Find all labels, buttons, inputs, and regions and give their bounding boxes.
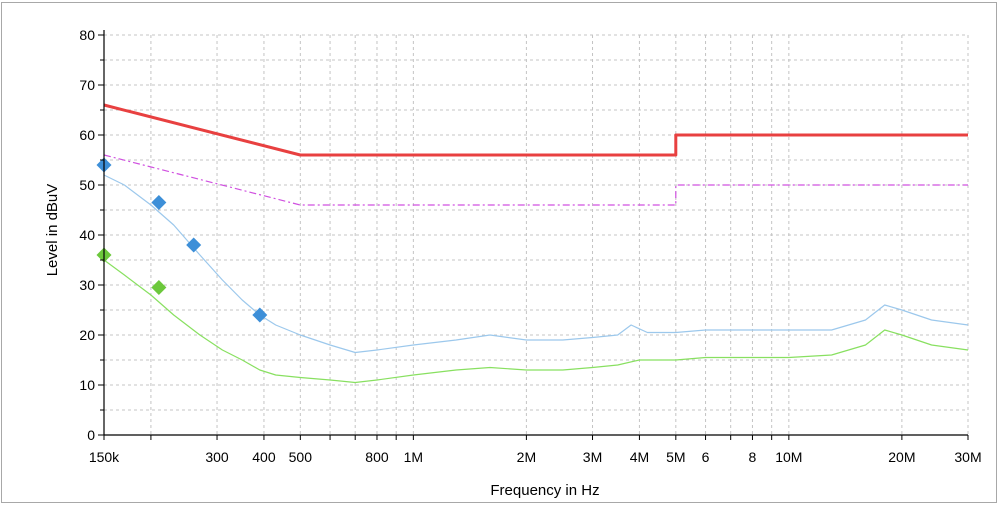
y-tick-label: 50: [79, 177, 95, 193]
y-tick-label: 60: [79, 127, 95, 143]
tick-labels: 0 10 20 30 40 50 60 70 80 150k 300 400 500 800 1M 2M 3M 4…: [79, 27, 981, 465]
x-tick-label: 800: [365, 449, 389, 465]
series-line-1: [103, 103, 968, 157]
y-tick-label: 10: [79, 377, 95, 393]
x-tick-label: 150k: [89, 449, 120, 465]
x-tick-label: 500: [289, 449, 313, 465]
axes: [98, 30, 969, 440]
x-axis-title: Frequency in Hz: [490, 482, 599, 499]
x-tick-label: 5M: [666, 449, 685, 465]
y-tick-label: 70: [79, 77, 95, 93]
y-tick-label: 0: [87, 427, 95, 443]
marker-point: [151, 280, 167, 295]
markers-layer: [96, 157, 268, 323]
marker-point: [151, 195, 167, 210]
y-tick-label: 30: [79, 277, 95, 293]
x-tick-label: 20M: [888, 449, 915, 465]
x-tick-label: 1M: [404, 449, 423, 465]
grid: [104, 34, 969, 435]
y-axis-title: Level in dBuV: [44, 184, 61, 277]
x-tick-label: 10M: [775, 449, 802, 465]
x-tick-label: 6: [702, 449, 710, 465]
series-line-2: [103, 154, 968, 206]
x-tick-label: 3M: [583, 449, 602, 465]
y-tick-label: 20: [79, 327, 95, 343]
y-tick-label: 40: [79, 227, 95, 243]
x-tick-label: 30M: [954, 449, 981, 465]
marker-point: [186, 237, 202, 253]
x-tick-label: 4M: [630, 449, 649, 465]
series-line-4: [103, 259, 969, 384]
x-tick-label: 2M: [517, 449, 536, 465]
series-line-3: [103, 174, 969, 354]
x-tick-label: 400: [252, 449, 276, 465]
series-layer: [103, 103, 969, 384]
marker-point: [252, 307, 268, 323]
x-tick-label: 300: [205, 449, 229, 465]
y-tick-label: 80: [79, 27, 95, 43]
x-tick-label: 8: [749, 449, 757, 465]
